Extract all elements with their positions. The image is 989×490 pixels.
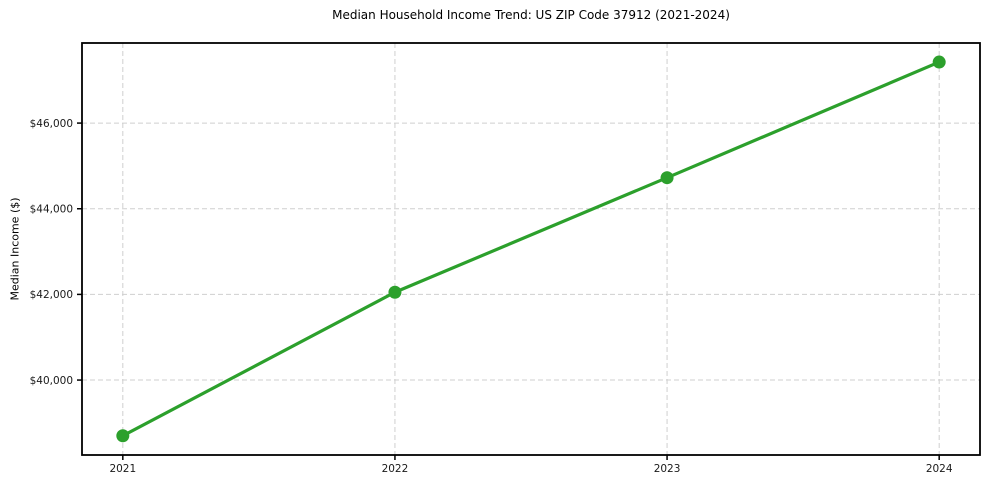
data-point-marker	[388, 285, 402, 299]
chart-title: Median Household Income Trend: US ZIP Co…	[332, 8, 730, 22]
y-tick-label: $44,000	[30, 204, 73, 216]
data-point-marker	[116, 429, 130, 443]
data-point-marker	[660, 171, 674, 185]
plot-border	[81, 42, 981, 456]
y-tick-label: $46,000	[30, 118, 73, 130]
x-tick-label: 2024	[926, 463, 953, 475]
x-tick-label: 2023	[654, 463, 681, 475]
y-tick-label: $42,000	[30, 289, 73, 301]
x-tick-label: 2021	[109, 463, 136, 475]
y-tick-label: $40,000	[30, 375, 73, 387]
x-tick-label: 2022	[382, 463, 409, 475]
trend-line	[121, 60, 941, 438]
data-point-marker	[932, 55, 946, 69]
